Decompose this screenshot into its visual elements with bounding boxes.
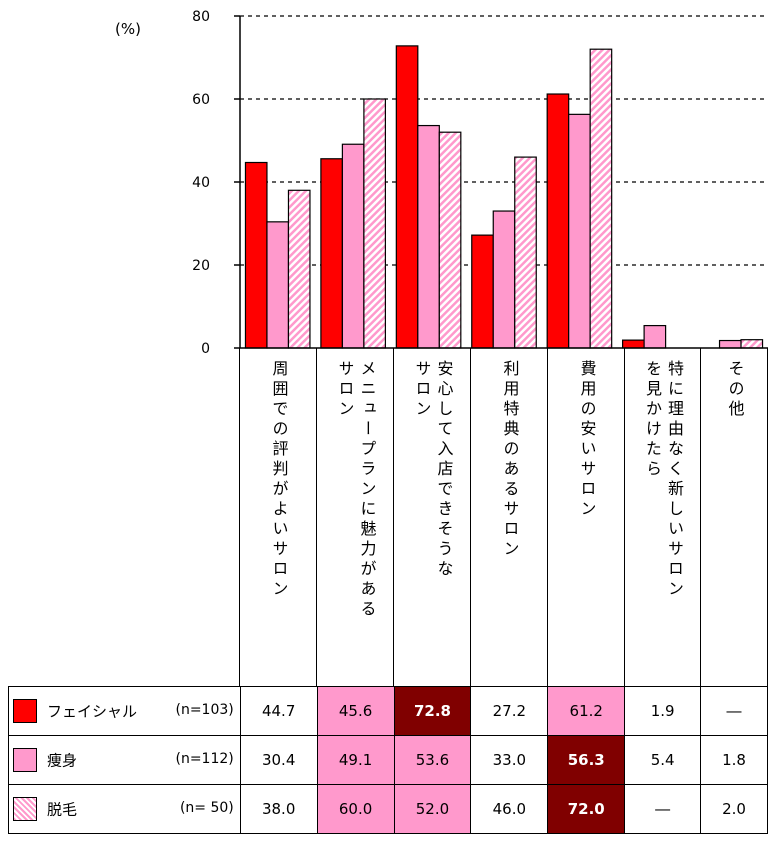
value-cell: 49.1 xyxy=(316,735,395,785)
y-tick-label: 80 xyxy=(192,9,210,25)
bar-facial xyxy=(471,234,494,349)
category-divider xyxy=(624,348,625,686)
bar-facial xyxy=(320,158,343,349)
category-divider xyxy=(547,348,548,686)
series-label-cell: 脱毛 (n= 50) xyxy=(8,784,241,834)
value-cell: 5.4 xyxy=(624,735,702,785)
bar-sohin xyxy=(492,210,516,349)
value-cell: 1.9 xyxy=(624,686,702,736)
category-label-line: サロン xyxy=(335,360,355,420)
series-label-cell: フェイシャル (n=103) xyxy=(8,686,241,736)
category-divider xyxy=(239,348,240,686)
bar-sohin xyxy=(568,113,591,349)
category-label: 周囲での評判がよいサロン xyxy=(240,350,317,686)
bar-chart: 0 20 40 60 80 (%) xyxy=(115,9,768,357)
bar-hair xyxy=(740,339,764,349)
bar-facial xyxy=(622,339,645,349)
bar-sohin xyxy=(718,339,742,349)
category-divider xyxy=(316,348,317,686)
value-cell: 72.0 xyxy=(547,784,626,834)
category-label-line: 安心して入店できそうな xyxy=(434,360,454,580)
bar-hair xyxy=(438,131,462,349)
value-cell: 2.0 xyxy=(700,784,768,834)
y-tick-label: 40 xyxy=(192,175,210,191)
category-label: メニュープランに魅力がある サロン xyxy=(317,350,394,686)
value-cell: 33.0 xyxy=(470,735,549,785)
table-row-sohin: 痩身 (n=112) 30.4 49.1 53.6 33.0 56.3 5.4 1.8 xyxy=(8,735,768,785)
series-name: 痩身 xyxy=(47,751,78,770)
bar-hair xyxy=(589,48,613,349)
sample-size: (n= 50) xyxy=(179,800,234,816)
category-divider xyxy=(470,348,471,686)
category-divider xyxy=(393,348,394,686)
bar-hair xyxy=(363,98,386,349)
value-table: フェイシャル (n=103) 44.7 45.6 72.8 27.2 61.2 1.9 ― 痩身(… xyxy=(8,686,768,834)
value-cell: 30.4 xyxy=(239,735,318,785)
table-row-hair: 脱毛 (n= 50) 38.0 60.0 52.0 46.0 72.0 ― 2.0 xyxy=(8,784,768,834)
category-label-line: サロン xyxy=(412,360,432,420)
y-unit-label: (%) xyxy=(115,20,141,38)
sample-size: (n=103) xyxy=(175,702,234,718)
bar-sohin xyxy=(341,143,365,349)
y-tick-label: 60 xyxy=(192,92,210,108)
value-cell: 52.0 xyxy=(393,784,472,834)
value-cell: 60.0 xyxy=(316,784,395,834)
category-label: 特に理由なく新しいサロン を見かけたら xyxy=(625,350,701,686)
category-label-line: 費用の安いサロン xyxy=(577,360,597,520)
series-label-cell: 痩身 (n=112) xyxy=(8,735,241,785)
value-cell: 1.8 xyxy=(700,735,768,785)
y-tick-label: 20 xyxy=(192,258,210,274)
value-cell: 61.2 xyxy=(547,686,626,736)
legend-swatch xyxy=(13,748,37,772)
category-label-line: 周囲での評判がよいサロン xyxy=(269,360,289,600)
sample-size: (n=112) xyxy=(175,751,234,767)
bar-sohin xyxy=(266,221,290,349)
value-cell: ― xyxy=(624,784,702,834)
category-divider xyxy=(700,348,701,686)
category-label-line: メニュープランに魅力がある xyxy=(357,360,377,620)
category-label: 利用特典のあるサロン xyxy=(471,350,548,686)
bar-facial xyxy=(395,45,419,349)
bar-facial xyxy=(244,161,268,349)
y-tick-label: 0 xyxy=(201,341,210,357)
category-label: 費用の安いサロン xyxy=(548,350,625,686)
value-cell: 27.2 xyxy=(470,686,549,736)
bar-facial xyxy=(546,93,570,349)
category-label: 安心して入店できそうな サロン xyxy=(394,350,471,686)
table-row-facial: フェイシャル (n=103) 44.7 45.6 72.8 27.2 61.2 1.9 ― xyxy=(8,686,768,736)
category-label-line: を見かけたら xyxy=(643,360,662,480)
series-name: フェイシャル xyxy=(47,702,138,721)
bar-sohin xyxy=(643,324,667,349)
bar-hair xyxy=(514,156,537,349)
category-label-line: 利用特典のあるサロン xyxy=(500,360,520,560)
value-cell: 53.6 xyxy=(393,735,472,785)
legend-swatch xyxy=(13,797,37,821)
bar-sohin xyxy=(417,124,440,349)
value-cell: ― xyxy=(700,686,768,736)
value-cell: 46.0 xyxy=(470,784,549,834)
bar-hair xyxy=(287,189,311,349)
category-label: その他 xyxy=(701,350,768,686)
value-cell: 45.6 xyxy=(316,686,395,736)
value-cell: 72.8 xyxy=(393,686,472,736)
value-cell: 56.3 xyxy=(547,735,626,785)
category-label-line: その他 xyxy=(725,360,745,420)
legend-swatch xyxy=(13,699,37,723)
value-cell: 38.0 xyxy=(239,784,318,834)
series-name: 脱毛 xyxy=(47,800,78,819)
category-label-line: 特に理由なく新しいサロン xyxy=(665,360,684,600)
value-cell: 44.7 xyxy=(239,686,318,736)
